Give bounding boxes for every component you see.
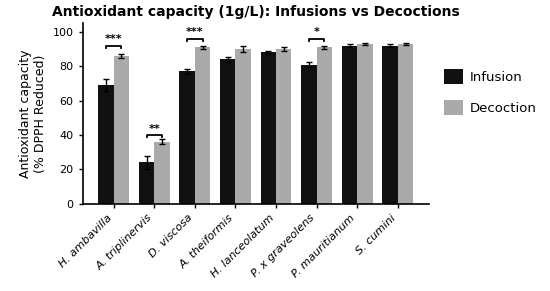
Bar bbox=[398, 44, 413, 204]
Bar bbox=[220, 59, 235, 204]
Bar bbox=[261, 52, 276, 204]
Bar bbox=[98, 85, 114, 204]
Text: ***: *** bbox=[105, 34, 123, 44]
Bar bbox=[358, 44, 373, 204]
Y-axis label: Antioxidant capacity
(% DPPH Reduced): Antioxidant capacity (% DPPH Reduced) bbox=[19, 49, 47, 178]
Bar bbox=[179, 71, 195, 204]
Bar bbox=[276, 49, 292, 204]
Text: ***: *** bbox=[186, 27, 204, 37]
Title: Antioxidant capacity (1g/L): Infusions vs Decoctions: Antioxidant capacity (1g/L): Infusions v… bbox=[52, 5, 460, 19]
Bar bbox=[301, 65, 317, 204]
Text: **: ** bbox=[148, 124, 160, 134]
Bar bbox=[317, 47, 332, 204]
Bar bbox=[154, 142, 170, 204]
Legend: Infusion, Decoction: Infusion, Decoction bbox=[439, 63, 542, 120]
Bar bbox=[382, 46, 398, 204]
Text: *: * bbox=[314, 27, 320, 37]
Bar bbox=[235, 49, 251, 204]
Bar bbox=[342, 46, 358, 204]
Bar bbox=[195, 47, 210, 204]
Bar bbox=[139, 162, 154, 204]
Bar bbox=[114, 56, 129, 204]
